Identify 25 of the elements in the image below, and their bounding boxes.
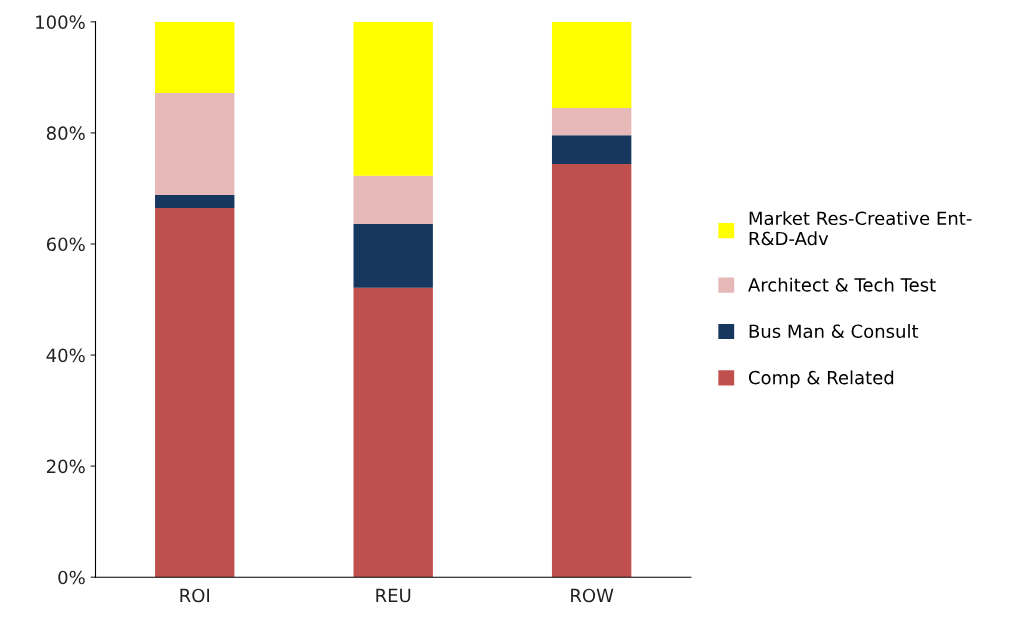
y-tick-label: 80% — [46, 126, 85, 141]
bar — [353, 21, 433, 176]
x-tick-label: ROI — [180, 588, 209, 603]
y-tick-label: 40% — [46, 348, 85, 363]
bar — [353, 287, 433, 578]
y-tick-label: 100% — [36, 15, 85, 29]
x-tick-label: ROW — [571, 588, 614, 603]
legend-label: Comp & Related — [748, 370, 894, 388]
bar — [353, 223, 433, 288]
bar — [155, 195, 235, 208]
y-tick-label: 20% — [46, 459, 85, 474]
x-tick-label: REU — [376, 588, 411, 603]
legend-label: Architect & Tech Test — [748, 277, 936, 292]
bar — [155, 21, 235, 93]
y-tick-label: 60% — [46, 237, 85, 252]
bar — [551, 21, 632, 108]
bar — [353, 175, 433, 224]
bar — [551, 135, 632, 165]
legend-label: Bus Man & Consult — [749, 324, 919, 339]
y-tick-label: 0% — [58, 570, 85, 585]
bar — [551, 107, 632, 136]
bar — [551, 164, 632, 578]
bar — [155, 207, 235, 578]
legend-label: Market Res-Creative Ent- R&D-Adv — [749, 211, 972, 246]
bar — [155, 92, 235, 196]
